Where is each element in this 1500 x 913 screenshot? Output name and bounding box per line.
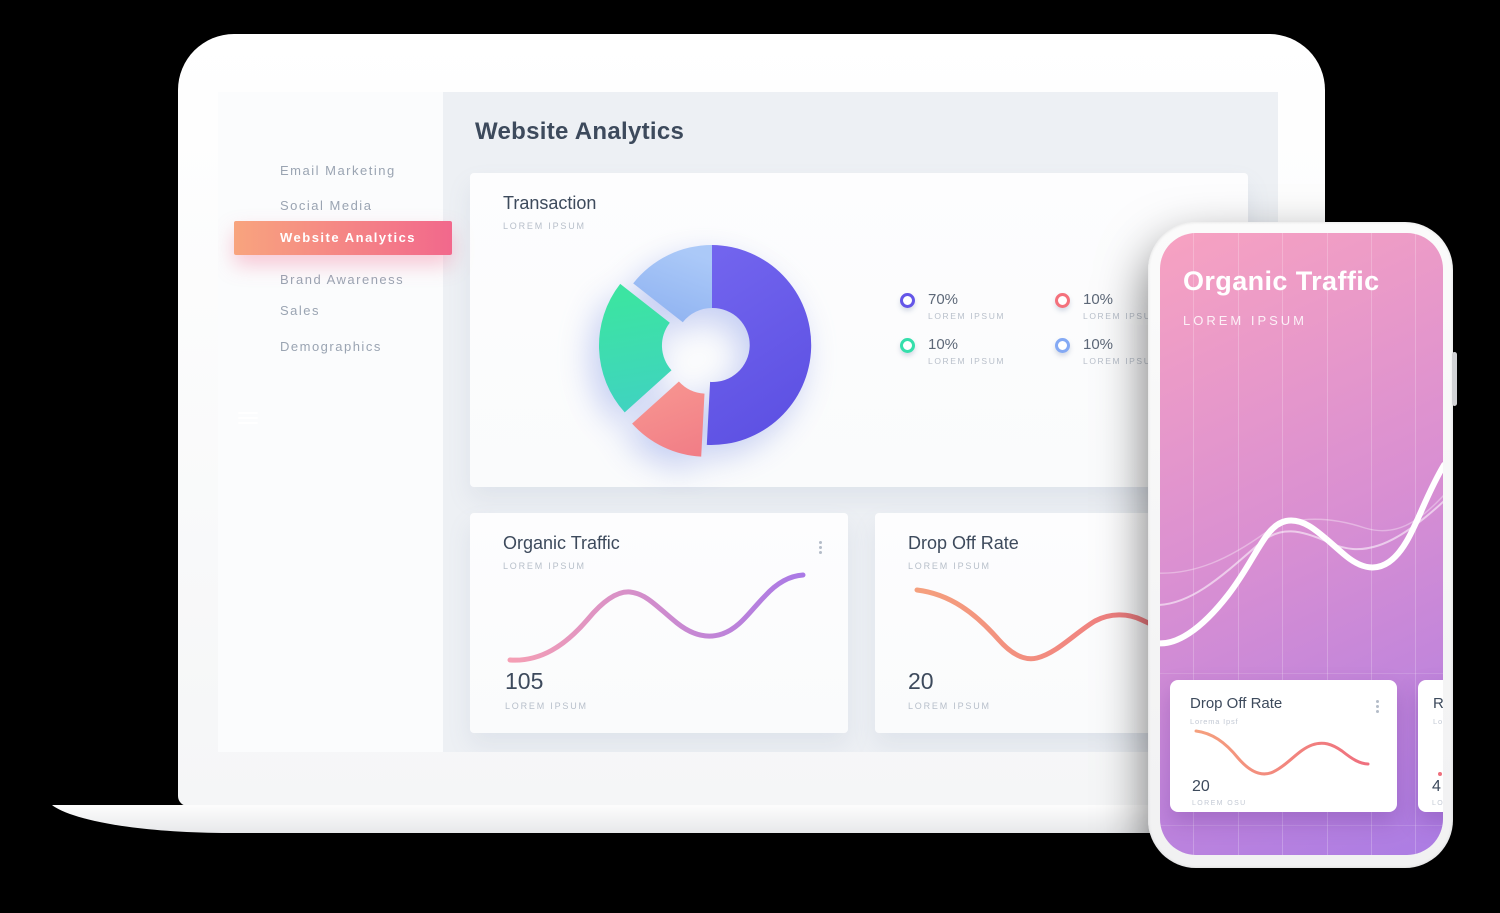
phone-dropoff-card: Drop Off Rate Lorema Ipsf 20 LOREM OSU [1170,680,1397,812]
dropoff-card-subtitle: LOREM IPSUM [908,561,991,571]
legend-label: LOREM IPSUM [928,356,1006,366]
donut-slice-blue [633,245,712,323]
legend-value: 10% [1083,336,1114,353]
gridline [1415,233,1416,855]
donut-slice-pink [632,381,705,457]
dropoff-kpi-value: 20 [908,668,934,694]
phone-partial-title: Re [1433,695,1443,712]
phone-partial-card: Re Lo 4 LO [1418,680,1443,812]
transaction-card-title: Transaction [503,193,597,213]
dropoff-kpi-label: LOREM IPSUM [908,701,991,711]
legend-item-teal: 10% LOREM IPSUM [900,336,1005,366]
sidebar-item-social-media[interactable]: Social Media [280,198,373,213]
phone-dropoff-subtitle: Lorema Ipsf [1190,717,1239,726]
legend-item-red: 10% LOREM IPSUM [1055,291,1160,321]
phone-dropoff-title: Drop Off Rate [1190,695,1283,712]
legend-value: 10% [1083,291,1114,308]
phone-dropoff-kpi-label: LOREM OSU [1192,800,1247,807]
donut-slice-purple [706,245,812,445]
phone-screen: Organic Traffic LOREM IPSUM Drop Off Rat… [1160,233,1443,855]
laptop-screen: Email Marketing Social Media Website Ana… [218,92,1278,752]
organic-traffic-card: Organic Traffic LOREM IPSUM 105 LOREM IP… [470,513,848,733]
donut-slice-teal [598,283,672,413]
legend-value: 10% [928,336,959,353]
legend-item-purple: 70% LOREM IPSUM [900,291,1005,321]
organic-card-title: Organic Traffic [503,533,620,553]
laptop-base [52,805,1448,833]
gridline [1160,673,1443,674]
dropoff-rate-line-chart [914,587,1193,662]
kebab-menu-icon[interactable] [1371,698,1383,715]
phone-dropoff-kpi-value: 20 [1192,778,1210,795]
transaction-card: Transaction LOREM IPSUM [470,173,1248,487]
legend-label: LOREM IPSUM [1083,356,1161,366]
phone-partial-subtitle: Lo [1433,717,1443,726]
gridline [1193,233,1194,855]
gridline [1327,233,1328,855]
legend-ring-red [1055,293,1070,308]
legend-ring-teal [900,338,915,353]
main-content: Website Analytics Transaction LOREM IPSU… [443,92,1278,752]
hamburger-menu-icon[interactable] [238,412,258,426]
legend-ring-purple [900,293,915,308]
phone-partial-kpi-label: LO [1432,800,1443,807]
red-dot-marker [1438,772,1442,776]
organic-traffic-line-chart [507,572,806,663]
phone-dropoff-line-chart [1194,729,1370,776]
sidebar: Email Marketing Social Media Website Ana… [218,92,452,752]
gridline [1371,233,1372,855]
phone-page-subtitle: LOREM IPSUM [1183,313,1308,328]
gridline [1160,825,1443,826]
laptop-mockup: Email Marketing Social Media Website Ana… [178,34,1325,806]
sidebar-item-website-analytics[interactable]: Website Analytics [234,221,452,255]
organic-card-subtitle: LOREM IPSUM [503,561,586,571]
legend-item-blue: 10% LOREM IPSUM [1055,336,1160,366]
organic-kpi-value: 105 [505,668,544,694]
transaction-card-subtitle: LOREM IPSUM [503,221,586,231]
sidebar-item-brand-awareness[interactable]: Brand Awareness [280,272,405,287]
gridline [1238,233,1239,855]
dropoff-card-title: Drop Off Rate [908,533,1019,553]
sidebar-item-email-marketing[interactable]: Email Marketing [280,163,396,178]
kebab-menu-icon[interactable] [814,539,826,556]
legend-label: LOREM IPSUM [1083,311,1161,321]
legend-label: LOREM IPSUM [928,311,1006,321]
gridline [1282,233,1283,855]
phone-partial-kpi-value: 4 [1432,778,1441,795]
phone-organic-wave-chart [1160,462,1443,647]
phone-side-button [1452,352,1457,406]
page-title: Website Analytics [475,118,685,145]
transaction-donut-chart [598,245,812,457]
sidebar-item-sales[interactable]: Sales [280,303,321,318]
phone-page-title: Organic Traffic [1183,266,1380,296]
legend-value: 70% [928,291,959,308]
phone-mockup: Organic Traffic LOREM IPSUM Drop Off Rat… [1148,222,1457,868]
sidebar-item-demographics[interactable]: Demographics [280,339,382,354]
legend-ring-blue [1055,338,1070,353]
organic-kpi-label: LOREM IPSUM [505,701,588,711]
